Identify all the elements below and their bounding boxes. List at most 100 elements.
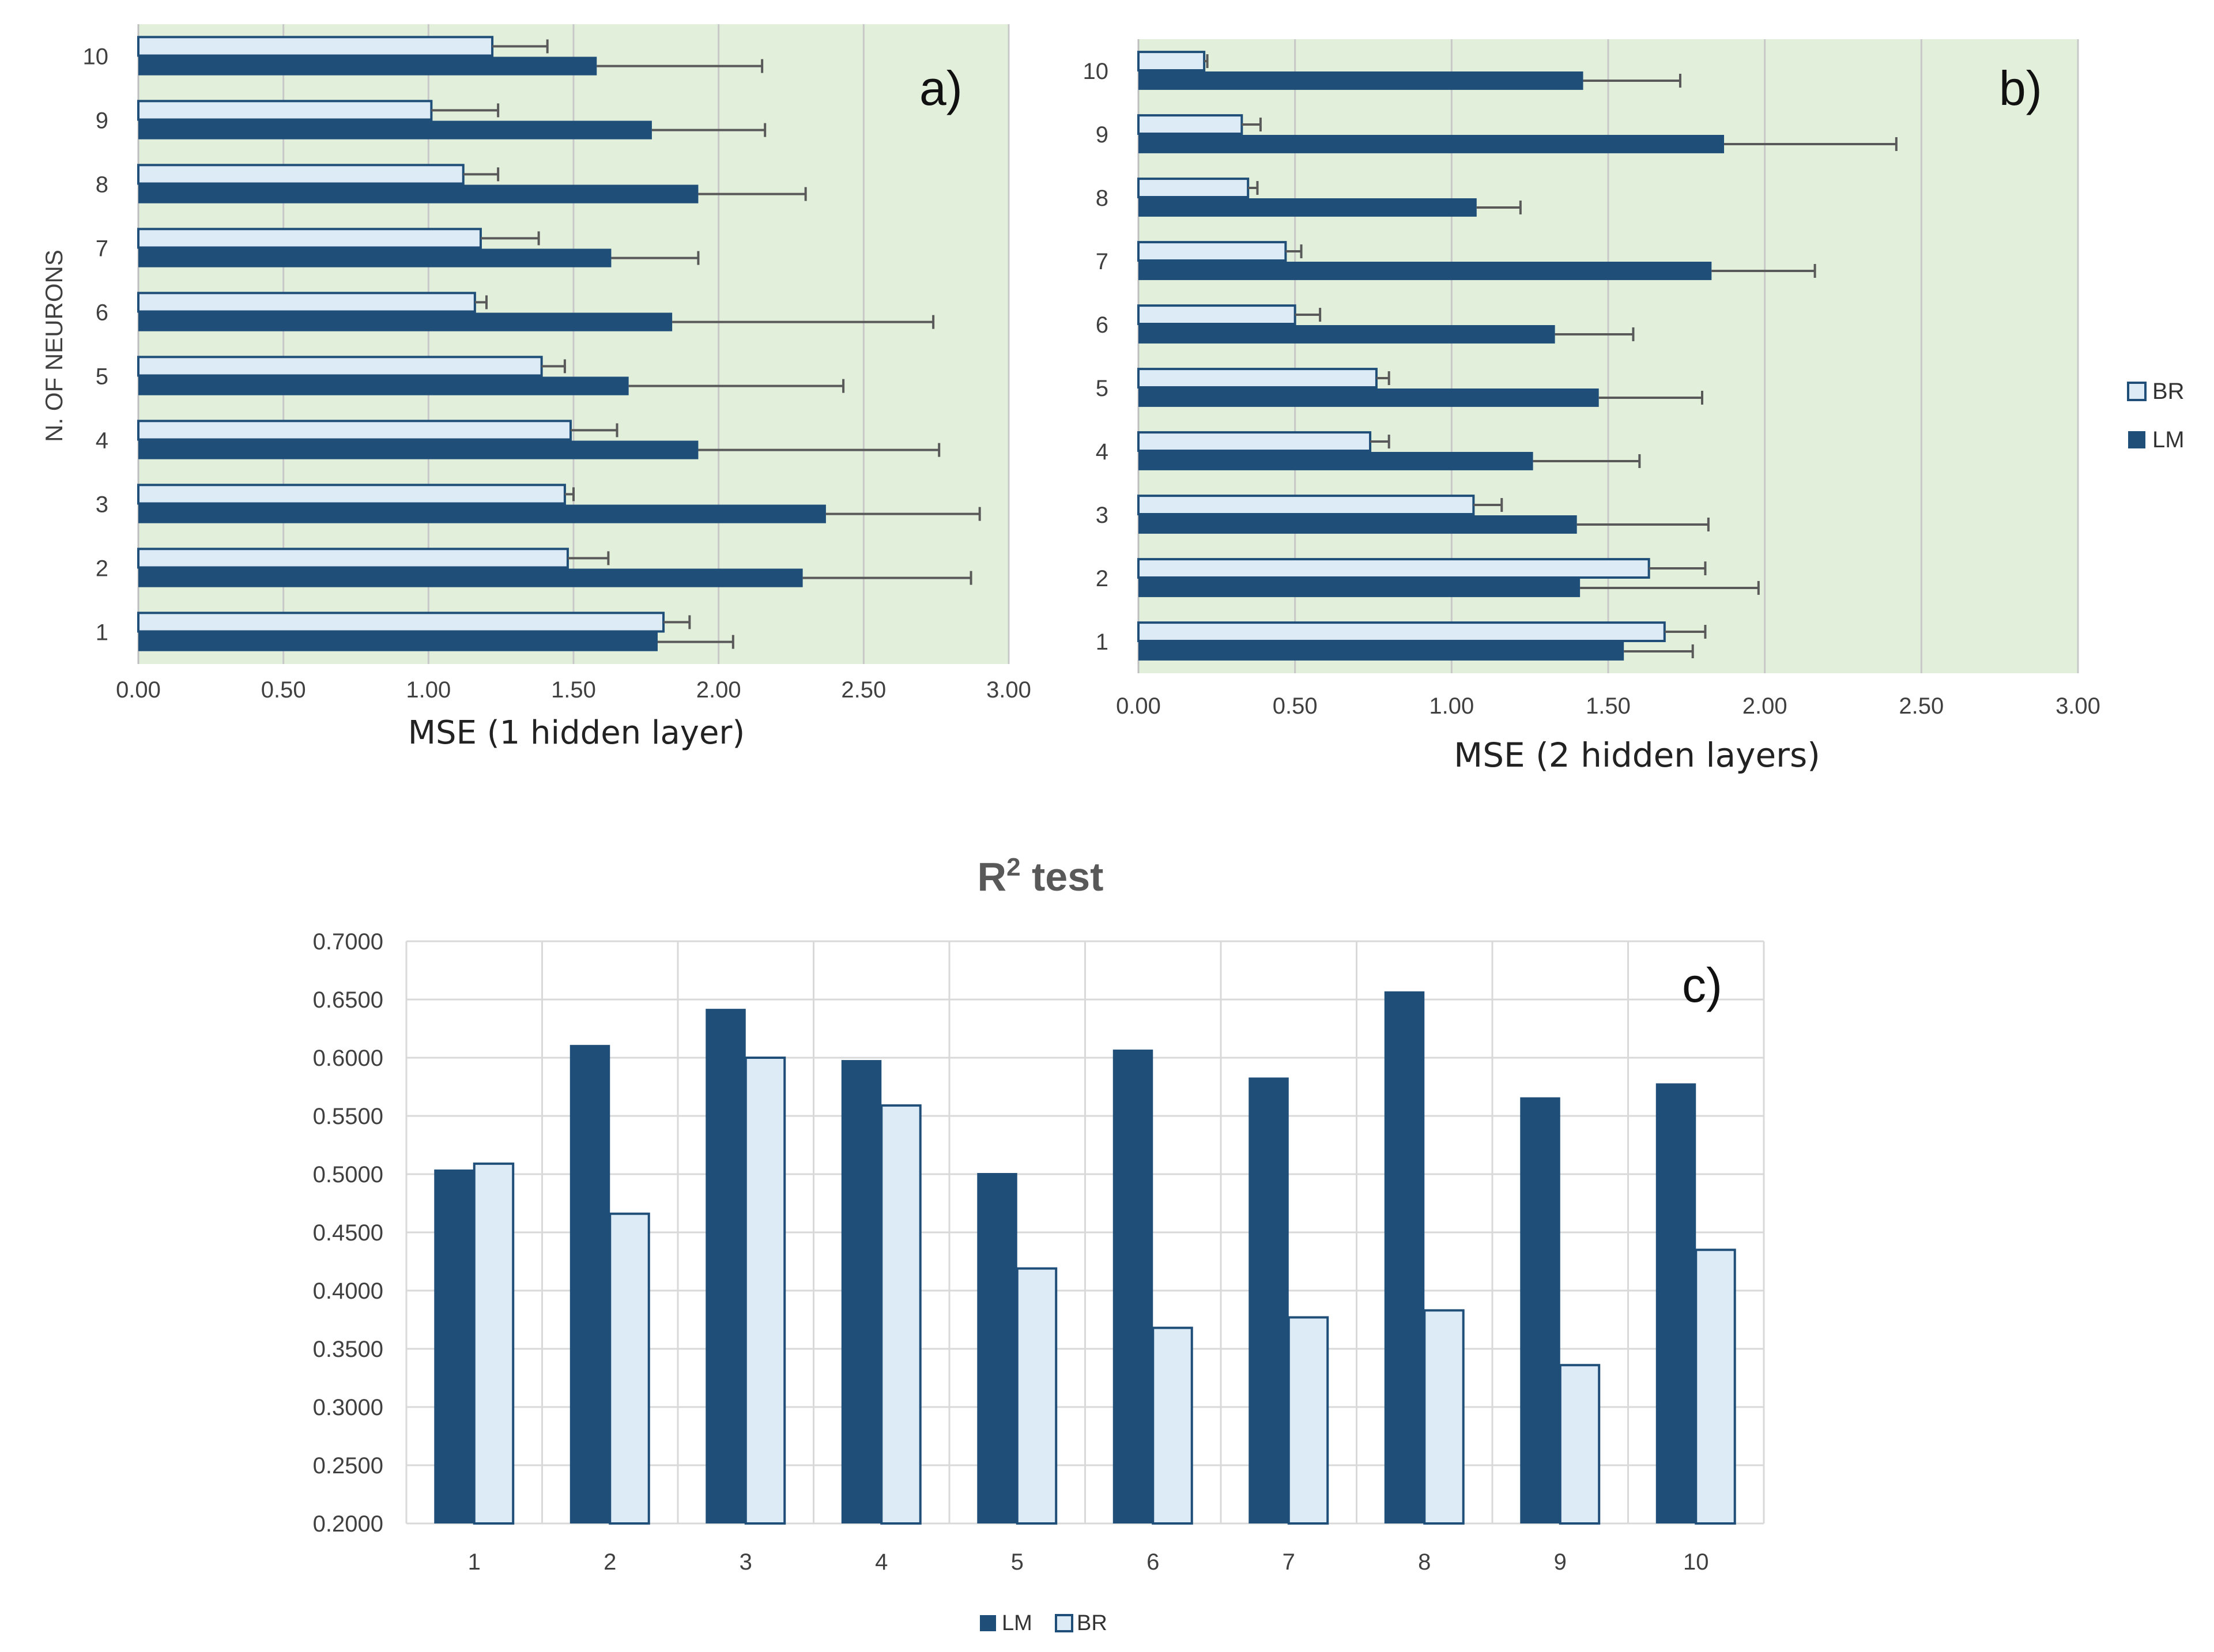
a-y-tick: 6 <box>96 300 108 326</box>
a-bar-lm-6 <box>138 312 673 331</box>
c-bar-br-9 <box>1559 1364 1601 1525</box>
a-bar-lm-5 <box>138 376 629 395</box>
b-bar-br-8 <box>1137 178 1250 199</box>
a-y-tick: 4 <box>96 428 108 454</box>
legend-ab-lm-swatch <box>2128 431 2145 448</box>
panel-c-label: c) <box>1682 958 1722 1012</box>
c-y-tick: 0.2500 <box>313 1453 383 1478</box>
b-y-tick: 1 <box>1096 629 1108 655</box>
b-bar-br-7 <box>1137 241 1287 262</box>
legend-ab-br-swatch <box>2127 382 2147 401</box>
b-y-tick: 3 <box>1096 503 1108 528</box>
panel-a-y-tick-labels: 1 2 3 4 5 6 7 8 9 10 <box>83 44 109 646</box>
a-bar-lm-4 <box>138 440 699 459</box>
c-bar-lm-8 <box>1384 991 1425 1523</box>
b-y-tick: 4 <box>1096 439 1108 465</box>
panel-c-title-sup: 2 <box>1006 853 1020 881</box>
c-bar-lm-5 <box>977 1172 1017 1523</box>
b-bar-br-10 <box>1137 51 1206 71</box>
a-bar-br-2 <box>137 548 569 569</box>
b-y-tick: 8 <box>1096 186 1108 211</box>
panel-b-x-axis-title: MSE (2 hidden layers) <box>1454 736 1820 775</box>
c-bar-lm-3 <box>706 1009 746 1523</box>
c-y-tick: 0.5000 <box>313 1162 383 1187</box>
panel-a-label: a) <box>919 61 963 115</box>
a-x-tick: 0.00 <box>116 677 161 703</box>
a-bar-br-8 <box>137 164 465 185</box>
b-bar-lm-1 <box>1138 642 1624 661</box>
b-bar-br-9 <box>1137 114 1243 135</box>
legend-ab: BR LM <box>2127 379 2185 452</box>
panel-c-bars <box>434 991 1736 1525</box>
a-y-tick: 7 <box>96 236 108 262</box>
c-x-tick: 6 <box>1146 1549 1159 1575</box>
c-bar-br-6 <box>1152 1326 1193 1525</box>
a-x-tick: 2.00 <box>696 677 741 703</box>
a-y-tick: 5 <box>96 364 108 390</box>
legend-c-br-swatch <box>1055 1614 1073 1632</box>
c-y-tick: 0.2000 <box>313 1511 383 1537</box>
panel-c-y-tick-labels: 0.7000 0.6500 0.6000 0.5500 0.5000 0.4500 0.40… <box>313 929 383 1537</box>
b-bar-br-1 <box>1137 621 1666 642</box>
c-bar-br-10 <box>1695 1249 1736 1525</box>
a-bar-br-3 <box>137 484 566 505</box>
c-y-tick: 0.7000 <box>313 929 383 955</box>
b-bar-lm-9 <box>1138 135 1725 153</box>
b-x-tick: 1.00 <box>1429 693 1474 719</box>
a-y-tick: 10 <box>83 44 109 70</box>
c-y-tick: 0.3000 <box>313 1395 383 1420</box>
a-bar-br-1 <box>137 612 665 633</box>
a-y-tick: 9 <box>96 108 108 134</box>
c-bar-br-4 <box>880 1104 922 1525</box>
legend-ab-lm-label: LM <box>2152 427 2185 452</box>
c-y-tick: 0.6500 <box>313 987 383 1013</box>
legend-ab-br-label: BR <box>2152 379 2185 404</box>
b-x-tick: 0.00 <box>1116 693 1161 719</box>
a-bar-lm-2 <box>138 568 803 587</box>
c-x-tick: 5 <box>1011 1549 1024 1575</box>
c-bar-lm-6 <box>1112 1049 1153 1523</box>
c-bar-br-2 <box>609 1212 650 1525</box>
c-bar-br-1 <box>473 1162 515 1525</box>
panel-c-chart: R2 test 0.70000.65000.60000.55000.50000.… <box>313 853 1765 1635</box>
panel-c-title-rest: test <box>1021 854 1104 899</box>
c-x-tick: 4 <box>875 1549 888 1575</box>
b-bar-lm-8 <box>1138 198 1477 217</box>
a-x-tick: 1.00 <box>406 677 451 703</box>
panel-b-label: b) <box>1999 61 2042 115</box>
a-bar-br-6 <box>137 292 476 313</box>
c-bar-br-8 <box>1423 1309 1465 1525</box>
b-bar-lm-10 <box>1138 71 1583 90</box>
b-bar-br-3 <box>1137 495 1475 515</box>
b-x-tick: 2.50 <box>1899 693 1944 719</box>
c-x-tick: 2 <box>604 1549 616 1575</box>
panel-a-x-tick-labels: 0.00 0.50 1.00 1.50 2.00 2.50 3.00 <box>116 677 1031 703</box>
c-y-tick: 0.4500 <box>313 1220 383 1246</box>
panel-a-bars <box>137 36 981 651</box>
a-bar-lm-8 <box>138 184 699 203</box>
legend-c-br-label: BR <box>1077 1611 1107 1635</box>
b-x-tick: 0.50 <box>1273 693 1318 719</box>
c-bar-lm-7 <box>1249 1077 1289 1523</box>
a-y-tick: 8 <box>96 172 108 198</box>
panel-a-chart: 1 2 3 4 5 6 7 8 9 10 0.00 0.50 1.00 1.50 2.00 2.50 3.00… <box>40 24 1031 752</box>
c-x-tick: 7 <box>1283 1549 1295 1575</box>
c-bar-lm-1 <box>434 1169 474 1523</box>
c-y-tick: 0.5500 <box>313 1104 383 1129</box>
a-y-tick: 2 <box>96 556 108 582</box>
a-bar-lm-7 <box>138 248 612 267</box>
c-bar-lm-9 <box>1520 1097 1560 1523</box>
a-bar-br-4 <box>137 420 572 441</box>
b-bar-lm-3 <box>1138 515 1577 534</box>
panel-b-chart: 1 2 3 4 5 6 7 8 9 10 0.00 0.50 1.00 1.50 2.00 2.50 3.00… <box>1083 39 2100 775</box>
c-bar-br-3 <box>744 1057 786 1525</box>
a-bar-br-5 <box>137 356 543 377</box>
a-bar-lm-10 <box>138 56 597 76</box>
c-y-tick: 0.3500 <box>313 1337 383 1362</box>
a-y-tick: 3 <box>96 492 108 518</box>
b-bar-br-6 <box>1137 304 1296 325</box>
b-y-tick: 5 <box>1096 376 1108 401</box>
legend-c-lm-swatch <box>980 1615 996 1631</box>
b-y-tick: 7 <box>1096 249 1108 274</box>
